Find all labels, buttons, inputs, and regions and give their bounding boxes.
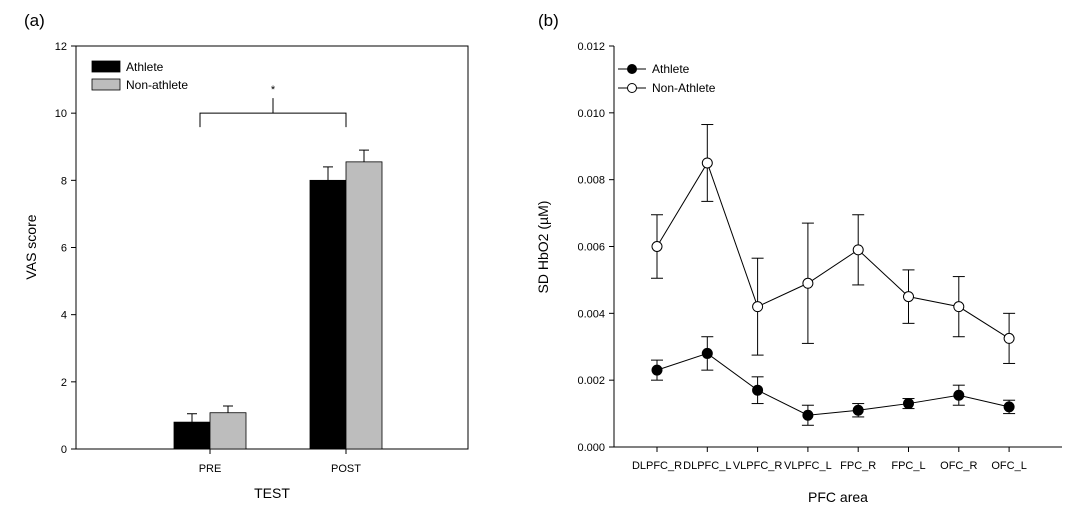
panel-b-point-non-athlete-vlpfc_l [802,277,814,289]
panel-b-point-non-athlete-ofc_l [1003,332,1015,344]
panel-b-legend-marker-athlete [627,64,637,74]
panel-b-point-non-athlete-fpc_l [903,291,914,303]
panel-b-y-tick-label: 0.010 [577,108,605,120]
panel-b-point-athlete-vlpfc_l [802,409,814,421]
panel-b-x-tick-label: OFC_R [940,460,977,472]
panel-b-point-non-athlete-vlpfc_r [752,301,764,313]
panel-a-y-tick-label: 4 [61,310,67,322]
panel-a-y-tick-label: 8 [61,175,67,187]
panel-b-line-chart: (b) SD HbO2 (µM) PFC area 0.0000.0020.00… [535,11,1062,505]
panel-b-point-athlete-ofc_r [953,389,965,401]
panel-b-x-tick-label: DLPFC_L [683,460,731,472]
panel-b-y-axis-label: SD HbO2 (µM) [535,201,551,294]
panel-b-x-tick-label: FPC_L [891,460,925,472]
panel-b-x-tick-label: DLPFC_R [632,460,682,472]
panel-b-x-tick-label: OFC_L [991,460,1026,472]
panel-b-line-non-athlete [656,161,1010,339]
panel-b-point-athlete-vlpfc_r [752,384,764,396]
panel-b-axes: 0.000 0.002 0.004 0.006 0.008 0.010 0.012 DLPFC… [577,41,1062,472]
panel-a-y-tick-label: 10 [55,108,67,120]
panel-b-point-athlete-fpc_l [903,398,914,410]
panel-b-y-tick-label: 0.006 [577,242,605,254]
panel-b-point-athlete-fpc_r [852,404,864,416]
panel-a-legend: Athlete Non-athlete [91,60,188,92]
panel-b-y-tick-label: 0.002 [577,375,605,387]
panel-b-label: (b) [538,11,559,30]
panel-b-point-non-athlete-ofc_r [953,301,965,313]
panel-b-point-athlete-ofc_l [1003,401,1015,413]
panel-b-legend: Athlete Non-Athlete [618,62,716,95]
panel-a-significance-star: * [271,84,276,96]
panel-a-y-tick-label: 0 [61,444,67,456]
panel-a-y-tick-label: 2 [61,377,67,389]
panel-b-x-tick-label: VLPFC_R [733,460,783,472]
panel-a-y-tick-label: 12 [55,41,67,53]
panel-b-x-axis-label: PFC area [808,489,868,505]
panel-a-legend-swatch-athlete [91,60,121,73]
panel-b-y-tick-label: 0.000 [577,442,605,454]
panel-a-bar-non-athlete-pre [209,412,247,450]
panel-b-y-tick-label: 0.012 [577,41,605,53]
panel-a-significance-bracket: * [199,84,347,128]
panel-b-y-tick-label: 0.004 [577,308,605,320]
panel-a-legend-swatch-non-athlete [91,78,121,91]
panel-a-legend-label: Non-athlete [126,78,188,92]
panel-a-bracket-line [199,98,347,128]
panel-b-series [651,124,1016,426]
panel-a-bar-athlete-pre [173,421,211,450]
panel-b-legend-label: Non-Athlete [652,81,716,95]
panel-a-bars [173,149,383,450]
panel-a-x-tick-label: PRE [199,463,222,475]
panel-b-point-athlete-dlpfc_l [701,347,713,359]
panel-b-x-tick-label: FPC_R [840,460,876,472]
panel-b-point-non-athlete-dlpfc_l [701,157,713,169]
panel-b-legend-marker-non-athlete [627,83,637,93]
panel-a-bar-non-athlete-post [345,161,383,450]
panel-b-legend-label: Athlete [652,62,690,76]
panel-a-plot-frame [75,45,469,450]
panel-b-point-non-athlete-dlpfc_r [651,241,663,252]
panel-a-bar-chart: (a) VAS score TEST 0 2 4 6 8 10 12 PRE POST * At… [23,11,469,501]
panel-a-y-axis-label: VAS score [23,214,39,279]
panel-b-y-tick-label: 0.008 [577,175,605,187]
panel-a-axes: 0 2 4 6 8 10 12 PRE POST [55,41,469,475]
panel-a-x-tick-label: POST [331,463,361,475]
panel-a-y-tick-label: 6 [61,243,67,255]
panel-a-x-axis-label: TEST [254,485,290,501]
panel-a-label: (a) [24,11,45,30]
panel-a-bar-athlete-post [309,179,347,450]
panel-a-legend-label: Athlete [126,60,164,74]
panel-b-point-athlete-dlpfc_r [651,364,663,376]
panel-b-point-non-athlete-fpc_r [852,244,864,256]
panel-b-line-athlete [656,352,1010,416]
panel-b-x-tick-label: VLPFC_L [784,460,832,472]
